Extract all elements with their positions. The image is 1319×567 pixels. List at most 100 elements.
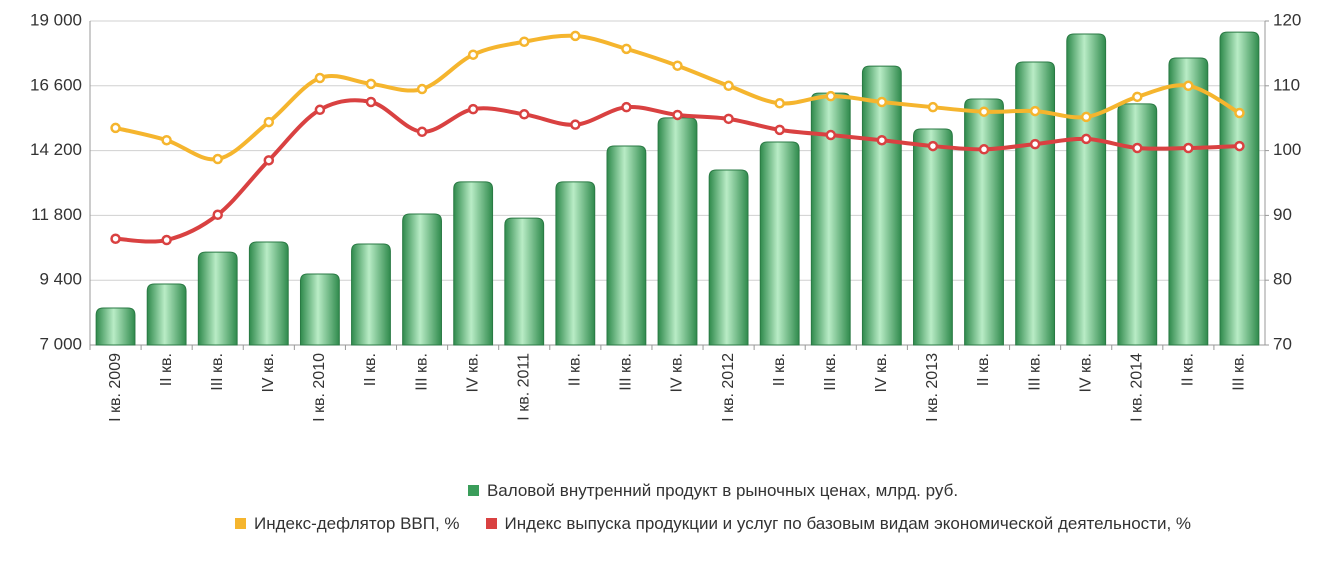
line-point — [1080, 133, 1092, 145]
line-point — [927, 140, 939, 152]
legend-label: Валовой внутренний продукт в рыночных це… — [486, 481, 959, 500]
line-point — [263, 116, 275, 128]
x-tick-label: II кв. — [362, 353, 379, 386]
bar — [248, 241, 289, 346]
x-tick-label: IV кв. — [873, 353, 890, 393]
y2-tick-label: 110 — [1273, 75, 1300, 94]
x-tick-label: II кв. — [975, 353, 992, 386]
line-point — [876, 134, 888, 146]
bar — [299, 273, 340, 346]
line-point — [110, 122, 121, 134]
y-tick-label: 11 800 — [31, 205, 82, 224]
x-tick-label: IV кв. — [260, 353, 277, 393]
x-tick-label: III кв. — [822, 353, 839, 391]
y2-tick-label: 80 — [1273, 270, 1292, 289]
legend: Валовой внутренний продукт в рыночных це… — [140, 474, 1260, 540]
line-point — [161, 134, 172, 146]
bar — [146, 283, 187, 346]
bar — [964, 98, 1004, 346]
line-point — [365, 78, 377, 90]
line-point — [1234, 140, 1245, 152]
line-point — [1132, 142, 1143, 154]
x-tick-label: III кв. — [413, 353, 430, 391]
bar — [861, 65, 902, 346]
line-point — [518, 109, 530, 120]
x-tick-label: II кв. — [567, 353, 584, 386]
bar — [1066, 33, 1107, 346]
bar — [759, 141, 800, 346]
bar — [913, 128, 953, 346]
x-tick-label: II кв. — [158, 353, 175, 386]
bar — [197, 251, 238, 346]
line-point — [621, 101, 632, 113]
line-point — [723, 113, 734, 125]
legend-swatch — [234, 518, 246, 529]
bar — [1219, 31, 1260, 346]
line-point — [570, 119, 581, 130]
line-point — [1029, 105, 1041, 117]
line-point — [1132, 91, 1143, 103]
y2-tick-label: 90 — [1273, 205, 1292, 224]
y-tick-label: 9 400 — [39, 270, 82, 289]
bar — [1168, 57, 1209, 346]
bar — [453, 181, 494, 346]
bar — [504, 217, 545, 346]
y2-tick-label: 100 — [1273, 140, 1301, 159]
line-point — [314, 104, 326, 116]
line-point — [570, 30, 581, 42]
line-point — [212, 153, 223, 165]
x-tick-label: III кв. — [618, 353, 635, 391]
bar — [657, 117, 698, 346]
line-point — [365, 96, 377, 108]
x-tick-label: III кв. — [1026, 353, 1043, 391]
line-point — [978, 106, 990, 117]
bar — [1117, 103, 1158, 346]
bar — [708, 169, 749, 346]
y2-tick-label: 70 — [1273, 334, 1292, 353]
line-point — [416, 126, 428, 138]
line-point — [927, 101, 939, 113]
legend-swatch — [467, 485, 479, 496]
bar — [606, 145, 647, 346]
y-tick-label: 16 600 — [30, 75, 82, 94]
line-point — [467, 49, 479, 60]
y-tick-label: 19 000 — [30, 10, 82, 29]
x-tick-label: I кв. 2013 — [924, 353, 941, 422]
x-tick-label: I кв. 2011 — [515, 353, 532, 421]
line-point — [110, 233, 121, 244]
bar — [555, 181, 596, 346]
line-point — [1029, 138, 1041, 150]
line-point — [621, 43, 632, 55]
line-point — [876, 96, 888, 108]
line-point — [825, 129, 837, 141]
y-tick-label: 14 200 — [30, 140, 82, 159]
x-tick-label: II кв. — [1180, 353, 1197, 386]
line-point — [672, 109, 683, 121]
y-tick-label: 7 000 — [39, 334, 82, 353]
legend-swatch — [485, 518, 497, 529]
y2-tick-label: 120 — [1273, 10, 1301, 29]
x-tick-label: IV кв. — [1077, 353, 1094, 393]
line-point — [212, 209, 223, 221]
line-point — [416, 83, 428, 95]
line-point — [1080, 111, 1092, 123]
x-tick-label: I кв. 2009 — [107, 353, 124, 422]
bar — [1015, 61, 1056, 346]
line-point — [1234, 107, 1245, 119]
bar — [402, 213, 442, 346]
line-point — [1183, 80, 1194, 92]
line-point — [518, 36, 530, 47]
bar — [351, 243, 391, 346]
x-tick-label: III кв. — [209, 353, 226, 391]
x-tick-label: III кв. — [1231, 353, 1248, 391]
line-point — [1183, 142, 1194, 154]
x-tick-label: IV кв. — [669, 353, 686, 393]
bar — [95, 307, 136, 346]
line-point — [774, 124, 785, 136]
legend-label: Индекс-дефлятор ВВП, % — [253, 514, 460, 533]
line-point — [672, 60, 683, 71]
line-point — [467, 103, 479, 115]
x-tick-label: I кв. 2014 — [1129, 353, 1146, 422]
